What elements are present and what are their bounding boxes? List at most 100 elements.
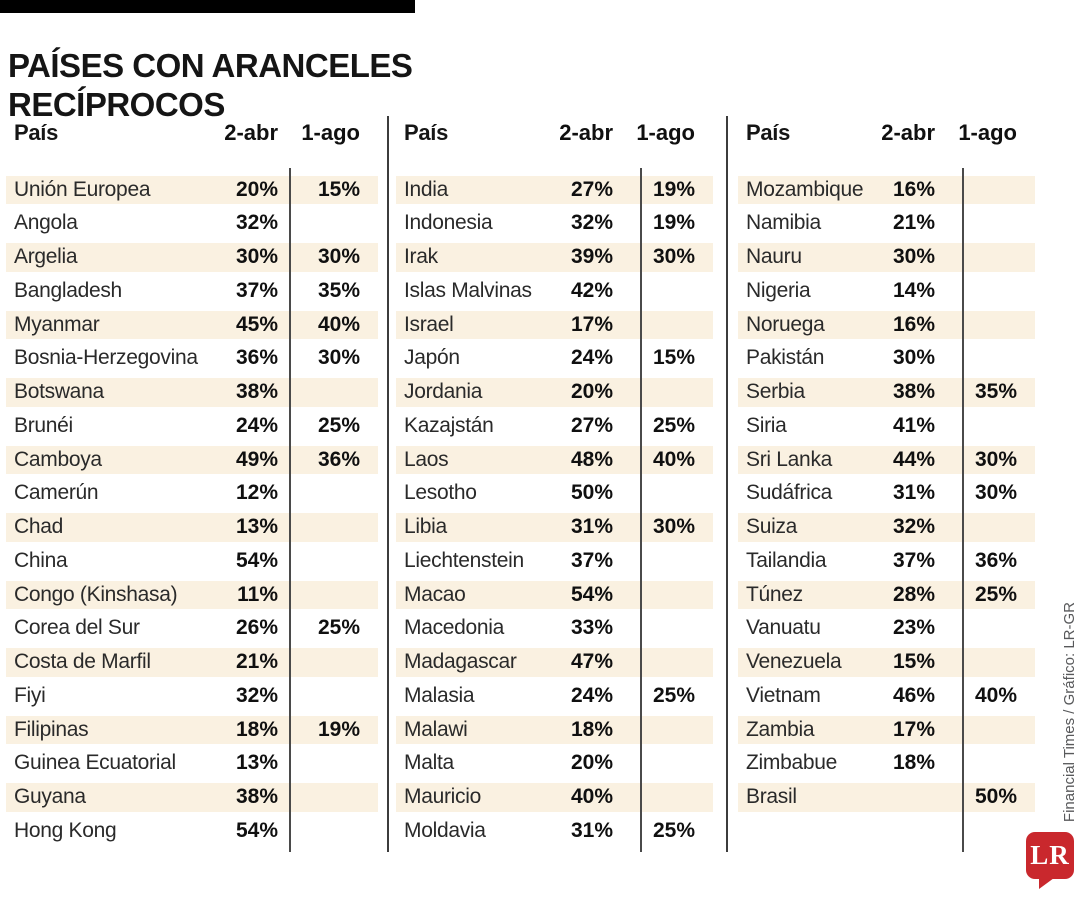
tariff-1ago — [288, 378, 378, 407]
tariff-1ago — [288, 209, 378, 238]
column-divider — [962, 168, 964, 852]
table-row: Laos 48% 40% — [396, 443, 713, 477]
table-row: China 54% — [6, 544, 378, 578]
tariff-1ago — [288, 749, 378, 778]
country-name: China — [14, 548, 68, 572]
tariff-1ago — [945, 277, 1035, 306]
table-row: Nigeria 14% — [738, 274, 1035, 308]
tariff-1ago: 15% — [317, 177, 360, 201]
tariff-2abr: 37% — [570, 548, 613, 572]
country-name: Liechtenstein — [404, 548, 524, 572]
tariff-2abr: 48% — [570, 447, 613, 471]
country-name: Vietnam — [746, 683, 821, 707]
country-name: Laos — [404, 447, 449, 471]
tariff-1ago: 30% — [974, 481, 1017, 505]
table-row: Argelia 30% 30% — [6, 241, 378, 275]
table-row: Japón 24% 15% — [396, 342, 713, 376]
table-row: Costa de Marfil 21% — [6, 646, 378, 680]
country-name: Moldavia — [404, 818, 486, 842]
tariff-2abr: 31% — [892, 481, 935, 505]
tariff-1ago: 50% — [974, 785, 1017, 808]
tariff-1ago: 35% — [317, 278, 360, 302]
tariff-2abr: 18% — [570, 717, 613, 741]
tariff-1ago: 19% — [652, 211, 695, 235]
country-name: Mozambique — [746, 177, 864, 201]
table-row: Madagascar 47% — [396, 646, 713, 680]
table-panel-3: País 2-abr 1-ago Mozambique 16% Namibia 21%… — [738, 113, 1035, 814]
table-row: Serbia 38% 35% — [738, 376, 1035, 410]
tariff-1ago: 19% — [317, 717, 360, 741]
country-name: Costa de Marfil — [14, 650, 151, 673]
country-name: Congo (Kinshasa) — [14, 582, 178, 606]
tariff-1ago — [623, 783, 713, 812]
country-name: Camboya — [14, 447, 102, 471]
tariff-1ago: 40% — [652, 447, 695, 471]
tariff-2abr: 24% — [235, 413, 278, 437]
tariff-1ago: 15% — [652, 346, 695, 370]
table-row: Corea del Sur 26% 25% — [6, 612, 378, 646]
tariff-2abr: 15% — [892, 650, 935, 673]
decorative-top-bar — [0, 0, 415, 13]
tariff-1ago — [288, 547, 378, 576]
tariff-2abr: 44% — [892, 447, 935, 471]
country-name: Libia — [404, 515, 447, 538]
table-row: Zimbabue 18% — [738, 747, 1035, 781]
table-row: India 27% 19% — [396, 173, 713, 207]
country-name: Namibia — [746, 211, 821, 235]
table-row: Pakistán 30% — [738, 342, 1035, 376]
panel-divider — [726, 116, 728, 852]
tariff-1ago: 25% — [317, 616, 360, 640]
country-name: Indonesia — [404, 211, 493, 235]
tariff-2abr: 41% — [892, 413, 935, 437]
tariff-2abr: 47% — [570, 650, 613, 673]
column-header-country: País — [14, 120, 59, 145]
table-row: Camboya 49% 36% — [6, 443, 378, 477]
table-row: Liechtenstein 37% — [396, 544, 713, 578]
tariff-1ago — [945, 716, 1035, 745]
country-name: Botswana — [14, 380, 104, 403]
tariff-2abr: 24% — [570, 683, 613, 707]
country-name: Corea del Sur — [14, 616, 140, 640]
country-name: Noruega — [746, 312, 825, 336]
country-name: Serbia — [746, 380, 805, 403]
table-row: Sri Lanka 44% 30% — [738, 443, 1035, 477]
tariff-2abr: 30% — [892, 346, 935, 370]
country-name: Myanmar — [14, 312, 100, 336]
tariff-1ago — [623, 716, 713, 745]
table-row: Nauru 30% — [738, 241, 1035, 275]
country-name: Malasia — [404, 683, 475, 707]
tariff-1ago: 25% — [974, 582, 1017, 606]
tariff-2abr: 18% — [892, 751, 935, 775]
table-row: Mozambique 16% — [738, 173, 1035, 207]
table-row: Israel 17% — [396, 308, 713, 342]
country-name: Angola — [14, 211, 78, 235]
country-name: Zimbabue — [746, 751, 837, 775]
country-name: Hong Kong — [14, 818, 117, 842]
table-row: Irak 39% 30% — [396, 241, 713, 275]
tariff-2abr: 31% — [570, 515, 613, 538]
country-name: Pakistán — [746, 346, 825, 370]
country-name: Malta — [404, 751, 454, 775]
table-row: Hong Kong 54% — [6, 814, 378, 848]
tariff-1ago — [945, 243, 1035, 272]
tariff-1ago — [623, 648, 713, 677]
tariff-2abr: 38% — [235, 785, 278, 808]
tariff-2abr: 37% — [235, 278, 278, 302]
tariff-2abr: 40% — [570, 785, 613, 808]
tariff-2abr: 17% — [570, 312, 613, 336]
table-row: Camerún 12% — [6, 477, 378, 511]
tariff-1ago — [623, 479, 713, 508]
country-name: Sudáfrica — [746, 481, 833, 505]
column-header-2abr: 2-abr — [881, 120, 935, 145]
page-title-line1: PAÍSES CON ARANCELES — [8, 47, 413, 85]
table-row: Indonesia 32% 19% — [396, 207, 713, 241]
tariff-1ago — [945, 648, 1035, 677]
table-row: Macedonia 33% — [396, 612, 713, 646]
tariff-2abr: 39% — [570, 245, 613, 268]
tariff-1ago — [945, 176, 1035, 205]
tariff-2abr: 54% — [235, 818, 278, 842]
country-name: Japón — [404, 346, 460, 370]
country-name: Lesotho — [404, 481, 477, 505]
table-row: Botswana 38% — [6, 376, 378, 410]
country-name: Nigeria — [746, 278, 811, 302]
